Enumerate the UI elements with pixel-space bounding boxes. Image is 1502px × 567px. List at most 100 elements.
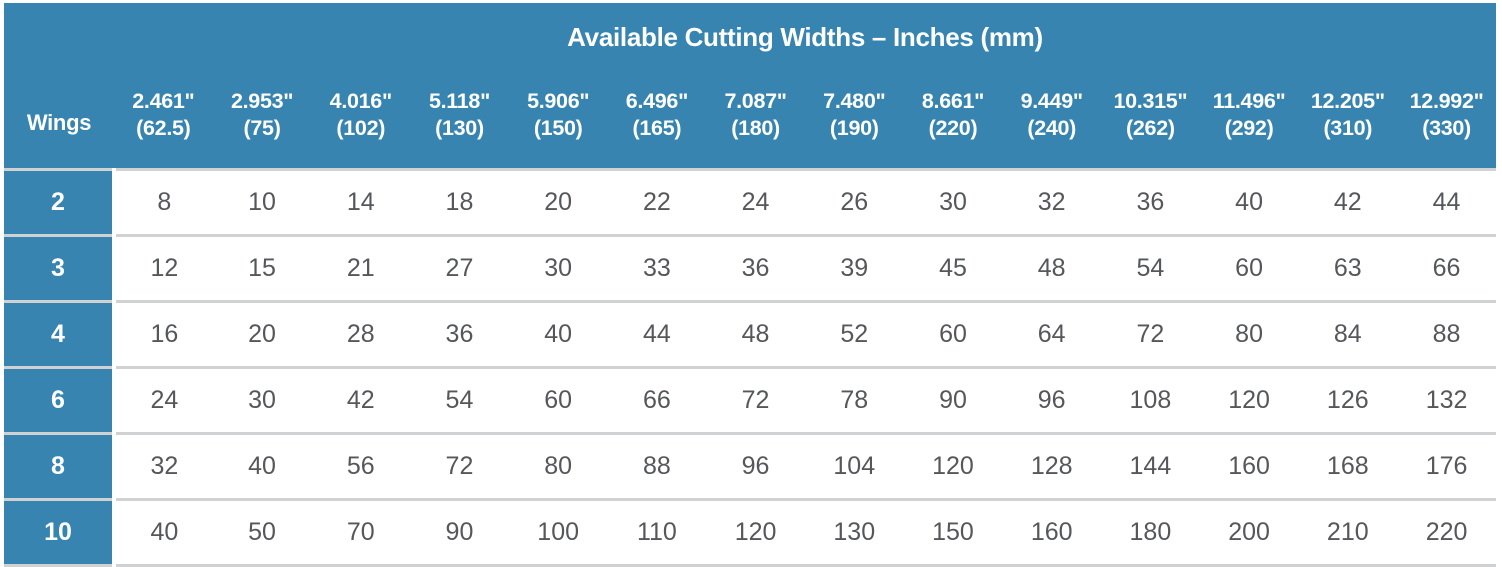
- width-column-header: 5.906" (150): [508, 61, 608, 170]
- value-cell: 72: [706, 366, 805, 434]
- value-cell: 12: [114, 234, 213, 302]
- value-cell: 78: [804, 366, 904, 434]
- width-inches-label: 11.496": [1212, 88, 1286, 113]
- value-cell: 22: [607, 168, 707, 236]
- value-cell: 220: [1397, 498, 1496, 567]
- width-mm-label: (165): [632, 115, 682, 140]
- width-mm-label: (62.5): [136, 115, 191, 140]
- value-cell: 30: [212, 366, 312, 434]
- value-cell: 180: [1101, 498, 1200, 567]
- wings-cell: 2: [4, 168, 116, 236]
- value-cell: 200: [1199, 498, 1299, 567]
- value-cell: 63: [1298, 234, 1398, 302]
- width-column-header: 2.953" (75): [212, 61, 312, 170]
- value-cell: 21: [311, 234, 411, 302]
- value-cell: 52: [804, 300, 904, 368]
- value-cell: 32: [1002, 168, 1102, 236]
- value-cell: 126: [1298, 366, 1398, 434]
- table-row: 3 12 15 21 27 30 33 36 39 45 48 54 60 63 66: [4, 234, 1496, 302]
- value-cell: 50: [212, 498, 312, 567]
- value-cell: 15: [212, 234, 312, 302]
- width-inches-label: 2.953": [230, 88, 294, 113]
- width-mm-label: (262): [1126, 115, 1175, 140]
- value-cell: 54: [1101, 234, 1200, 302]
- width-column-header: 9.449" (240): [1002, 61, 1102, 170]
- value-cell: 144: [1101, 432, 1200, 500]
- value-cell: 24: [706, 168, 805, 236]
- width-inches-label: 5.906": [527, 88, 590, 113]
- width-column-header: 5.118" (130): [410, 61, 509, 170]
- value-cell: 40: [1199, 168, 1299, 236]
- width-mm-label: (130): [435, 115, 484, 140]
- width-inches-label: 8.661": [921, 88, 985, 113]
- value-cell: 120: [706, 498, 805, 567]
- value-cell: 40: [114, 498, 213, 567]
- width-column-header: 8.661" (220): [903, 61, 1003, 170]
- value-cell: 60: [508, 366, 608, 434]
- value-cell: 36: [410, 300, 509, 368]
- value-cell: 128: [1002, 432, 1102, 500]
- value-cell: 210: [1298, 498, 1398, 567]
- value-cell: 42: [311, 366, 411, 434]
- value-cell: 100: [508, 498, 608, 567]
- value-cell: 96: [1002, 366, 1102, 434]
- width-column-header: 7.087" (180): [706, 61, 805, 170]
- value-cell: 45: [903, 234, 1003, 302]
- value-cell: 20: [212, 300, 312, 368]
- width-mm-label: (190): [829, 115, 879, 140]
- value-cell: 56: [311, 432, 411, 500]
- value-cell: 150: [903, 498, 1003, 567]
- value-cell: 42: [1298, 168, 1398, 236]
- value-cell: 64: [1002, 300, 1102, 368]
- width-column-header: 12.205" (310): [1298, 61, 1398, 170]
- width-column-header: 10.315" (262): [1101, 61, 1200, 170]
- value-cell: 66: [607, 366, 707, 434]
- table-title: Available Cutting Widths – Inches (mm): [114, 3, 1496, 61]
- value-cell: 32: [114, 432, 213, 500]
- value-cell: 90: [410, 498, 509, 567]
- value-cell: 88: [1397, 300, 1496, 368]
- wings-cell: 3: [4, 234, 116, 302]
- width-inches-label: 4.016": [329, 88, 393, 113]
- value-cell: 120: [903, 432, 1003, 500]
- value-cell: 90: [903, 366, 1003, 434]
- value-cell: 66: [1397, 234, 1496, 302]
- value-cell: 36: [706, 234, 805, 302]
- width-mm-label: (240): [1027, 115, 1077, 140]
- table-body: 2 8 10 14 18 20 22 24 26 30 32 36 40 42 44 3 12 15 21 27 30 3…: [4, 168, 1496, 567]
- width-inches-label: 7.087": [724, 88, 787, 113]
- value-cell: 104: [804, 432, 904, 500]
- value-cell: 36: [1101, 168, 1200, 236]
- width-mm-label: (292): [1224, 115, 1274, 140]
- value-cell: 30: [508, 234, 608, 302]
- title-row: Available Cutting Widths – Inches (mm): [4, 3, 1496, 61]
- wings-column-header: Wings: [4, 61, 114, 170]
- wings-cell: 8: [4, 432, 116, 500]
- table-row: 8 32 40 56 72 80 88 96 104 120 128 144 160 168 176: [4, 432, 1496, 500]
- header-spacer: [4, 3, 114, 61]
- value-cell: 14: [311, 168, 411, 236]
- column-labels-row: Wings 2.461" (62.5) 2.953" (75) 4.016" (102) 5…: [4, 61, 1496, 170]
- width-inches-label: 2.461": [132, 88, 195, 113]
- wings-cell: 6: [4, 366, 116, 434]
- value-cell: 54: [410, 366, 509, 434]
- width-inches-label: 12.992": [1409, 88, 1484, 113]
- width-column-header: 12.992" (330): [1397, 61, 1496, 170]
- cutting-widths-chart: Available Cutting Widths – Inches (mm) W…: [4, 3, 1496, 567]
- table-row: 10 40 50 70 90 100 110 120 130 150 160 180 200 210 220: [4, 498, 1496, 567]
- value-cell: 27: [410, 234, 509, 302]
- table-row: 2 8 10 14 18 20 22 24 26 30 32 36 40 42 44: [4, 168, 1496, 236]
- value-cell: 70: [311, 498, 411, 567]
- value-cell: 20: [508, 168, 608, 236]
- value-cell: 168: [1298, 432, 1398, 500]
- width-mm-label: (180): [731, 115, 780, 140]
- value-cell: 108: [1101, 366, 1200, 434]
- width-mm-label: (102): [336, 115, 386, 140]
- width-mm-label: (330): [1422, 115, 1471, 140]
- value-cell: 72: [410, 432, 509, 500]
- cutting-widths-table: Available Cutting Widths – Inches (mm) W…: [4, 3, 1496, 567]
- value-cell: 96: [706, 432, 805, 500]
- width-column-header: 11.496" (292): [1199, 61, 1299, 170]
- value-cell: 130: [804, 498, 904, 567]
- value-cell: 72: [1101, 300, 1200, 368]
